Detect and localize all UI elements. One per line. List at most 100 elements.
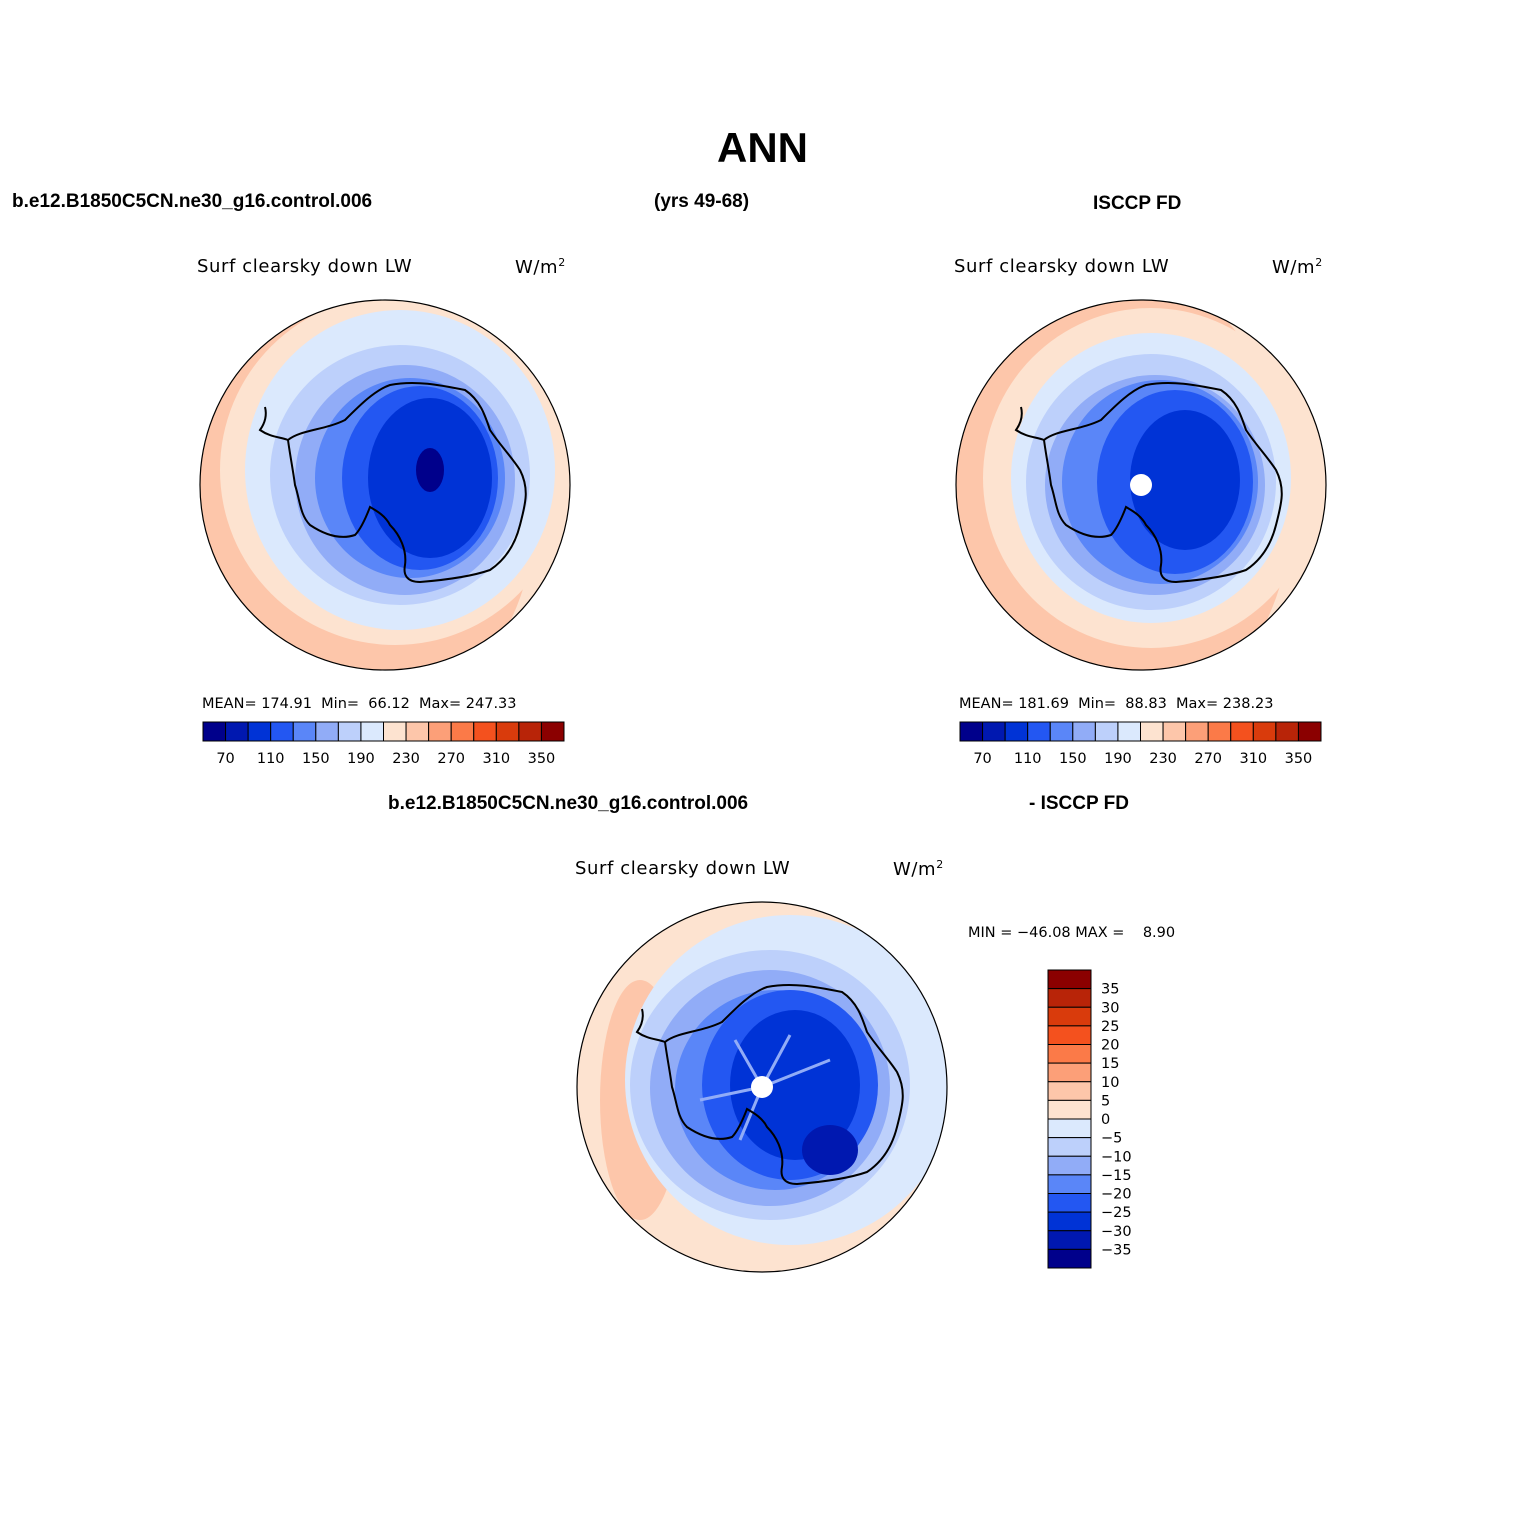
- panel1-colorbar-swatch: [383, 721, 407, 742]
- panel1-colorbar-swatch: [428, 721, 452, 742]
- panel3-colorbar: 35 30 25 20 15 10 5 0 −5 −10 −15 −20 −25 −30 −35: [1047, 969, 1132, 1269]
- panel1-colorbar-swatch: [337, 721, 362, 742]
- panel2-colorbar-swatch: [959, 721, 984, 742]
- panel3-colorbar-tick-label: −35: [1101, 1242, 1132, 1258]
- panel2-colorbar-swatch: [1275, 721, 1299, 742]
- panel2-map-border: [955, 299, 1327, 671]
- panel1-colorbar-tick-label: 190: [347, 751, 375, 767]
- panel2-colorbar-swatch: [1207, 721, 1232, 742]
- panel2-colorbar-swatch: [1185, 721, 1209, 742]
- panel1-max-value: 247.33: [465, 696, 517, 712]
- panel3-streaks: [699, 1034, 831, 1141]
- panel3-colorbar-tick-label: 5: [1101, 1093, 1110, 1109]
- panel2-colorbar-swatch: [982, 721, 1006, 742]
- panel1-min-label: Min=: [321, 696, 360, 712]
- obs-name-label: ISCCP FD: [1093, 193, 1182, 214]
- diff-obs-name-label: - ISCCP FD: [1029, 793, 1129, 814]
- panel2-stats: MEAN= 181.69 Min= 88.83 Max= 238.23: [959, 696, 1274, 712]
- panel1-colorbar-swatch: [225, 721, 249, 742]
- panel3-colorbar-tick-label: −5: [1101, 1131, 1122, 1147]
- panel2-colorbar-tick-label: 150: [1059, 751, 1087, 767]
- panel1-var-title: Surf clearsky down LW: [197, 256, 413, 277]
- panel3-colorbar-swatch: [1047, 988, 1092, 1008]
- panel2-units: W/m2: [1272, 256, 1323, 278]
- panel2-colorbar-swatch: [1252, 721, 1277, 742]
- years-label: (yrs 49-68): [654, 191, 750, 212]
- panel2-colorbar-tick-label: 190: [1104, 751, 1132, 767]
- panel2-colorbar-swatch: [1162, 721, 1187, 742]
- panel1-colorbar-tick-label: 150: [302, 751, 330, 767]
- panel2-colorbar-swatch: [1027, 721, 1051, 742]
- panel3-colorbar-tick-label: −30: [1101, 1224, 1132, 1240]
- panel3-colorbar-swatch: [1047, 1211, 1092, 1232]
- panel1-colorbar-swatch: [247, 721, 272, 742]
- panel3-colorbar-tick-label: −20: [1101, 1187, 1132, 1203]
- panel2-colorbar-tick-label: 270: [1194, 751, 1222, 767]
- panel2-contour-90: [1130, 410, 1240, 550]
- panel1-colorbar-swatch: [540, 721, 565, 742]
- panel2-colorbar-swatch: [1297, 721, 1322, 742]
- diff-case-name-label: b.e12.B1850C5CN.ne30_g16.control.006: [388, 793, 749, 814]
- panel1-map-border: [199, 299, 571, 671]
- panel2-colorbar-swatch: [1117, 721, 1141, 742]
- panel2-colorbar-tick-label: 230: [1149, 751, 1177, 767]
- panel3-colorbar-swatch: [1047, 1155, 1092, 1176]
- panel3-colorbar-swatch: [1047, 1230, 1092, 1250]
- panel3-colorbar-swatch: [1047, 1118, 1092, 1139]
- panel3-colorbar-swatch: [1047, 1193, 1092, 1213]
- panel3-colorbar-swatch: [1047, 1062, 1092, 1083]
- panel3-colorbar-swatch: [1047, 1099, 1092, 1120]
- panel1-units: W/m2: [515, 256, 566, 278]
- panel3-colorbar-tick-label: −10: [1101, 1149, 1132, 1165]
- panel3-map: [576, 901, 948, 1273]
- panel3-colorbar-tick-label: −15: [1101, 1168, 1132, 1184]
- panel3-var-title: Surf clearsky down LW: [575, 858, 791, 879]
- panel3-colorbar-swatch: [1047, 1137, 1092, 1157]
- panel1-map: [199, 299, 571, 671]
- panel3-contour-neg30: [730, 1010, 860, 1160]
- panel2-max-value: 238.23: [1222, 696, 1274, 712]
- panel1-colorbar-swatch: [495, 721, 520, 742]
- panel3-colorbar-tick-label: 0: [1101, 1112, 1110, 1128]
- panel2-colorbar-swatch: [1140, 721, 1164, 742]
- panel1-colorbar-tick-label: 110: [257, 751, 285, 767]
- panel2-mean-value: 181.69: [1018, 696, 1069, 712]
- panel1-colorbar-swatch: [270, 721, 294, 742]
- panel3-colorbar-swatch: [1047, 1081, 1092, 1101]
- panel2-mean-label: MEAN=: [959, 696, 1014, 712]
- panel2-min-value: 88.83: [1125, 696, 1167, 712]
- panel3-colorbar-tick-label: 25: [1101, 1019, 1119, 1035]
- panel1-max-label: Max=: [419, 696, 462, 712]
- panel2-colorbar-tick-label: 350: [1285, 751, 1313, 767]
- panel1-colorbar-tick-label: 350: [528, 751, 556, 767]
- panel2-colorbar-tick-label: 310: [1239, 751, 1267, 767]
- panel3-stats: MIN = −46.08 MAX = 8.90: [968, 925, 1176, 941]
- panel1-colorbar-tick-label: 70: [216, 751, 234, 767]
- panel3-pole-hole: [751, 1076, 773, 1098]
- panel3-colorbar-swatch: [1047, 1044, 1092, 1064]
- panel3-colorbar-swatch: [1047, 1025, 1092, 1045]
- panel3-contour-neg35: [802, 1125, 858, 1175]
- panel1-mean-label: MEAN=: [202, 696, 257, 712]
- panel1-colorbar-swatch: [405, 721, 430, 742]
- panel1-colorbar-tick-label: 230: [392, 751, 420, 767]
- panel2-var-title: Surf clearsky down LW: [954, 256, 1170, 277]
- panel2-colorbar-tick-label: 110: [1014, 751, 1042, 767]
- panel3-colorbar-tick-label: 10: [1101, 1075, 1119, 1091]
- panel3-colorbar-swatch: [1047, 1174, 1092, 1194]
- panel3-colorbar-tick-label: −25: [1101, 1205, 1132, 1221]
- panel2-map: [955, 299, 1327, 671]
- panel3-colorbar-tick-label: 30: [1101, 1000, 1119, 1016]
- panel1-colorbar-tick-label: 270: [437, 751, 465, 767]
- panel1-colorbar-swatch: [473, 721, 497, 742]
- panel1-stats: MEAN= 174.91 Min= 66.12 Max= 247.33: [202, 696, 517, 712]
- panel2-colorbar-tick-label: 70: [973, 751, 991, 767]
- panel1-colorbar-tick-label: 310: [482, 751, 510, 767]
- panel1-colorbar-swatch: [315, 721, 339, 742]
- panel2-colorbar-swatch: [1049, 721, 1074, 742]
- panel1-mean-value: 174.91: [261, 696, 312, 712]
- panel2-min-label: Min=: [1078, 696, 1117, 712]
- case-name-label: b.e12.B1850C5CN.ne30_g16.control.006: [12, 191, 373, 212]
- panel2-colorbar-swatch: [1094, 721, 1119, 742]
